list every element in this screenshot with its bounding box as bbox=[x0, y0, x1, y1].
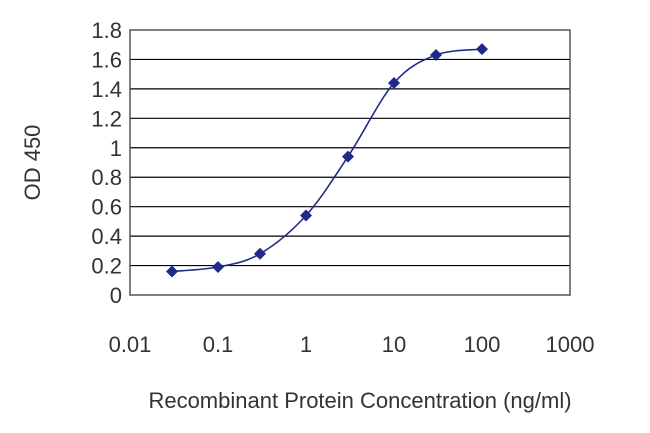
y-tick-label: 0.8 bbox=[91, 165, 122, 190]
y-tick-label: 0.2 bbox=[91, 254, 122, 279]
grid-lines bbox=[130, 58, 570, 267]
x-tick-label: 1000 bbox=[546, 332, 595, 357]
data-point bbox=[476, 43, 488, 56]
y-tick-label: 1.2 bbox=[91, 106, 122, 131]
y-tick-label: 0.6 bbox=[91, 195, 122, 220]
data-point bbox=[253, 247, 266, 260]
y-tick-label: 1.6 bbox=[91, 47, 122, 72]
y-axis: 0 0.2 0.4 0.6 0.8 1 1.2 1.4 1.6 1.8 bbox=[91, 18, 122, 308]
y-tick-label: 1 bbox=[110, 136, 122, 161]
data-points bbox=[165, 43, 488, 278]
x-tick-label: 0.01 bbox=[109, 332, 152, 357]
x-axis: 0.01 0.1 1 10 100 1000 bbox=[109, 332, 595, 357]
data-point bbox=[165, 265, 178, 278]
data-point bbox=[429, 49, 442, 62]
y-tick-label: 0 bbox=[110, 283, 122, 308]
data-point bbox=[341, 150, 354, 163]
y-tick-label: 1.4 bbox=[91, 77, 122, 102]
fit-curve bbox=[171, 48, 483, 273]
data-point bbox=[300, 209, 312, 222]
y-tick-label: 1.8 bbox=[91, 18, 122, 43]
y-tick-label: 0.4 bbox=[91, 224, 122, 249]
y-axis-label: OD 450 bbox=[20, 125, 45, 201]
data-point bbox=[212, 261, 224, 274]
x-tick-label: 0.1 bbox=[203, 332, 234, 357]
x-axis-label: Recombinant Protein Concentration (ng/ml… bbox=[148, 388, 571, 413]
x-tick-label: 1 bbox=[300, 332, 312, 357]
plot-area bbox=[129, 29, 571, 296]
x-tick-label: 100 bbox=[464, 332, 501, 357]
x-tick-label: 10 bbox=[382, 332, 406, 357]
data-point bbox=[388, 77, 400, 89]
